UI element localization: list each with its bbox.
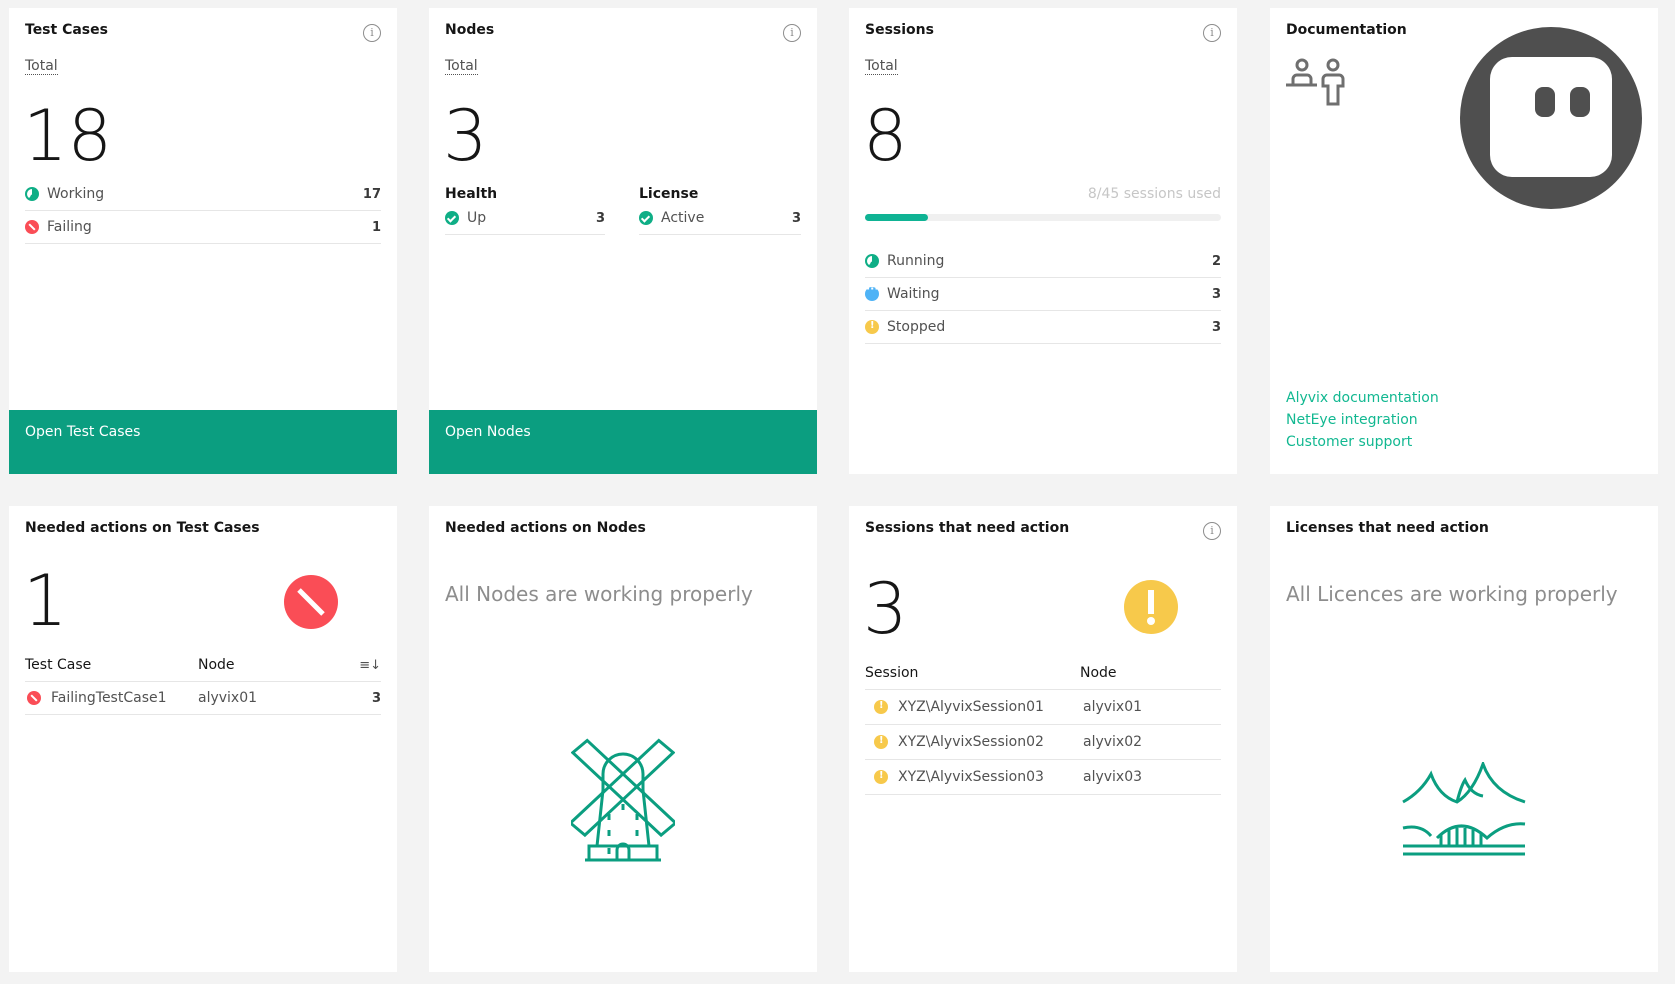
node-name: alyvix02 bbox=[1083, 734, 1143, 750]
status-label: Stopped bbox=[887, 319, 946, 335]
test-cases-card: Test Cases i Total 18 Working 17 Failing 1… bbox=[9, 8, 397, 474]
bridge-illustration bbox=[1402, 762, 1526, 856]
sessions-usage-text: 8/45 sessions used bbox=[1087, 186, 1221, 202]
table-row[interactable]: XYZ\AlyvixSession03 alyvix03 bbox=[865, 760, 1221, 795]
status-row-waiting: Waiting 3 bbox=[865, 278, 1221, 311]
warning-icon bbox=[874, 700, 888, 714]
license-row: Active 3 bbox=[639, 202, 801, 235]
windmill-illustration bbox=[571, 738, 675, 862]
total-label[interactable]: Total bbox=[25, 58, 58, 75]
total-count: 18 bbox=[23, 95, 113, 177]
status-row-working: Working 17 bbox=[25, 178, 381, 211]
table-row[interactable]: XYZ\AlyvixSession02 alyvix02 bbox=[865, 725, 1221, 760]
health-label: Up bbox=[467, 210, 487, 226]
open-nodes-button[interactable]: Open Nodes bbox=[429, 410, 817, 474]
customer-support-link[interactable]: Customer support bbox=[1286, 434, 1413, 450]
license-title: License bbox=[639, 186, 699, 202]
status-label: Waiting bbox=[887, 286, 940, 302]
total-count: 8 bbox=[863, 95, 908, 177]
table-row[interactable]: FailingTestCase1 alyvix01 3 bbox=[25, 682, 381, 715]
table-header: Session Node bbox=[865, 657, 1221, 690]
warning-icon bbox=[865, 320, 879, 334]
warning-icon bbox=[874, 770, 888, 784]
neteye-integration-link[interactable]: NetEye integration bbox=[1286, 412, 1418, 428]
card-title: Documentation bbox=[1286, 22, 1407, 38]
session-name: XYZ\AlyvixSession03 bbox=[898, 769, 1044, 785]
failing-large-icon bbox=[284, 575, 338, 629]
empty-message: All Nodes are working properly bbox=[445, 582, 753, 606]
card-title: Sessions bbox=[865, 22, 934, 38]
node-name: alyvix03 bbox=[1083, 769, 1143, 785]
check-icon bbox=[639, 211, 653, 225]
total-count: 3 bbox=[443, 95, 488, 177]
needed-actions-test-cases-card: Needed actions on Test Cases 1 Test Case… bbox=[9, 506, 397, 972]
open-test-cases-button[interactable]: Open Test Cases bbox=[9, 410, 397, 474]
people-icon bbox=[1286, 58, 1345, 106]
status-label: Failing bbox=[47, 219, 92, 235]
card-title: Sessions that need action bbox=[865, 520, 1070, 536]
node-name: alyvix01 bbox=[198, 690, 258, 706]
status-count: 2 bbox=[1211, 253, 1221, 269]
card-title: Licenses that need action bbox=[1286, 520, 1489, 536]
info-icon[interactable]: i bbox=[783, 24, 801, 42]
session-name: XYZ\AlyvixSession01 bbox=[898, 699, 1044, 715]
needed-actions-nodes-card: Needed actions on Nodes All Nodes are wo… bbox=[429, 506, 817, 972]
documentation-card: Documentation Alyvix documentation NetEy… bbox=[1270, 8, 1658, 474]
warning-large-icon bbox=[1124, 580, 1178, 634]
column-header-test-case[interactable]: Test Case bbox=[25, 657, 92, 673]
card-title: Needed actions on Test Cases bbox=[25, 520, 260, 536]
health-count: 3 bbox=[595, 210, 605, 226]
licenses-need-action-card: Licenses that need action All Licences a… bbox=[1270, 506, 1658, 972]
status-row-stopped: Stopped 3 bbox=[865, 311, 1221, 344]
info-icon[interactable]: i bbox=[1203, 24, 1221, 42]
total-label[interactable]: Total bbox=[865, 58, 898, 75]
info-icon[interactable]: i bbox=[363, 24, 381, 42]
session-name: XYZ\AlyvixSession02 bbox=[898, 734, 1044, 750]
table-header: Test Case Node ≡↓ bbox=[25, 649, 381, 682]
failing-icon bbox=[27, 691, 41, 705]
sessions-card: Sessions i Total 8 8/45 sessions used Ru… bbox=[849, 8, 1237, 474]
status-count: 3 bbox=[1211, 319, 1221, 335]
sessions-need-action-card: Sessions that need action i 3 Session No… bbox=[849, 506, 1237, 972]
status-count: 1 bbox=[371, 219, 381, 235]
sort-icon[interactable]: ≡↓ bbox=[359, 657, 381, 673]
alyvix-documentation-link[interactable]: Alyvix documentation bbox=[1286, 390, 1439, 406]
alyvix-robot-logo bbox=[1460, 27, 1642, 209]
test-case-name: FailingTestCase1 bbox=[51, 690, 167, 706]
failure-count: 3 bbox=[371, 690, 381, 706]
status-count: 3 bbox=[1211, 286, 1221, 302]
status-label: Running bbox=[887, 253, 945, 269]
info-icon[interactable]: i bbox=[1203, 522, 1221, 540]
empty-message: All Licences are working properly bbox=[1286, 582, 1618, 606]
column-header-node[interactable]: Node bbox=[198, 657, 235, 673]
failing-count: 1 bbox=[23, 560, 68, 642]
sessions-usage-bar bbox=[865, 214, 1221, 221]
card-title: Nodes bbox=[445, 22, 495, 38]
health-row: Up 3 bbox=[445, 202, 605, 235]
waiting-icon bbox=[865, 282, 879, 301]
check-icon bbox=[445, 211, 459, 225]
column-header-session[interactable]: Session bbox=[865, 665, 919, 681]
license-label: Active bbox=[661, 210, 705, 226]
status-row-failing: Failing 1 bbox=[25, 211, 381, 244]
column-header-node[interactable]: Node bbox=[1080, 665, 1117, 681]
sessions-action-count: 3 bbox=[863, 568, 908, 650]
failing-icon bbox=[25, 220, 39, 234]
running-icon bbox=[865, 254, 879, 268]
card-title: Needed actions on Nodes bbox=[445, 520, 646, 536]
table-row[interactable]: XYZ\AlyvixSession01 alyvix01 bbox=[865, 690, 1221, 725]
card-title: Test Cases bbox=[25, 22, 108, 38]
status-count: 17 bbox=[362, 186, 381, 202]
total-label[interactable]: Total bbox=[445, 58, 478, 75]
warning-icon bbox=[874, 735, 888, 749]
health-title: Health bbox=[445, 186, 498, 202]
working-icon bbox=[25, 187, 39, 201]
status-row-running: Running 2 bbox=[865, 245, 1221, 278]
license-count: 3 bbox=[791, 210, 801, 226]
sessions-usage-fill bbox=[865, 214, 929, 221]
status-label: Working bbox=[47, 186, 105, 202]
nodes-card: Nodes i Total 3 Health Up 3 License Activ… bbox=[429, 8, 817, 474]
node-name: alyvix01 bbox=[1083, 699, 1143, 715]
